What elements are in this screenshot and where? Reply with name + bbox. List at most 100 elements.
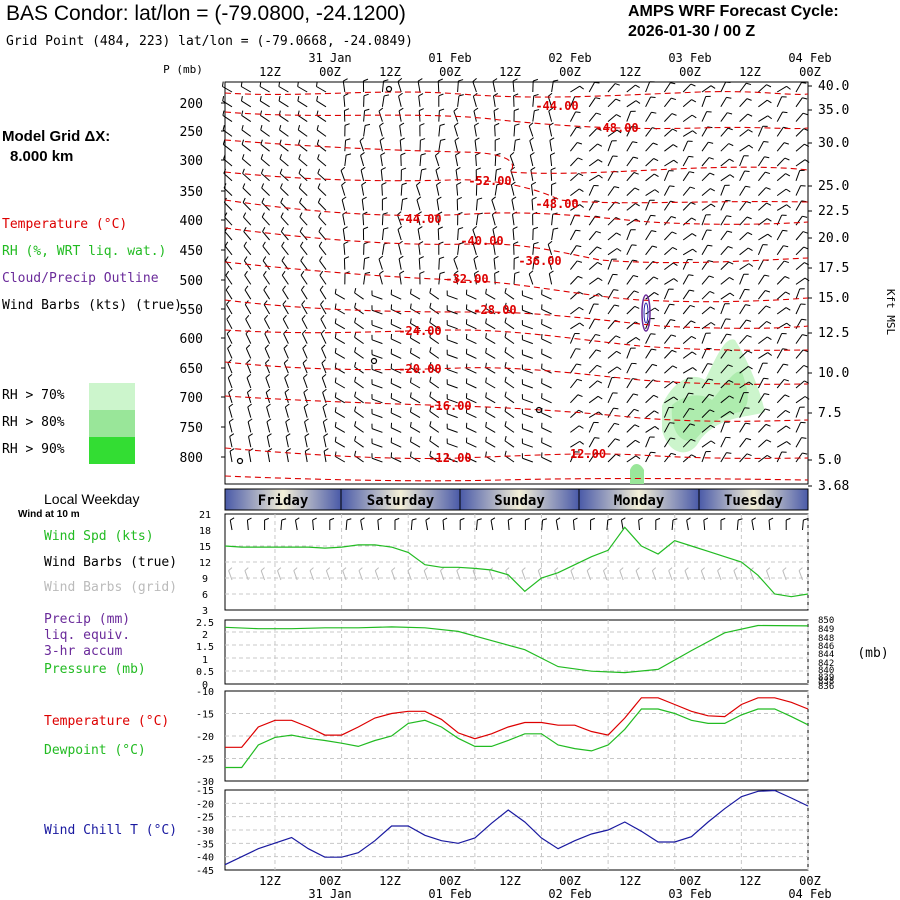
wind-barb — [401, 182, 407, 186]
wind-barb — [260, 125, 263, 131]
bottom-hour-label: 00Z — [559, 874, 581, 888]
wind-barb — [758, 202, 767, 211]
wind-barb — [689, 423, 695, 426]
wind-barb — [739, 350, 748, 359]
wind-barb — [284, 377, 289, 389]
wind-barb — [784, 157, 790, 161]
wind-barb — [626, 321, 636, 330]
wind-barb — [708, 393, 714, 397]
wind-barb — [607, 186, 615, 196]
wind-barb — [246, 359, 251, 364]
wind-barb — [380, 155, 383, 167]
wind-barb — [429, 421, 432, 427]
wind-barb — [682, 156, 689, 167]
wind-barb — [547, 240, 553, 245]
wind-barb — [494, 122, 500, 126]
wind-barb — [493, 241, 499, 245]
true-wind-barb — [542, 518, 548, 521]
wind-barb — [266, 436, 271, 448]
wind-barb — [429, 317, 432, 323]
wind-barb — [530, 152, 535, 156]
wind-barb — [530, 184, 534, 196]
wind-barb — [570, 260, 578, 270]
legend-temperature-2: Temperature (°C) — [44, 714, 170, 729]
wind-barb — [284, 392, 289, 403]
wind-barb — [569, 214, 576, 226]
wind-barb — [626, 100, 637, 108]
wind-barb — [438, 78, 443, 82]
wind-barb — [360, 169, 365, 181]
wind-barb — [607, 377, 613, 389]
true-wind-barb — [490, 520, 494, 531]
wind-barb — [786, 204, 791, 209]
wind-barb — [645, 200, 651, 211]
wind-barb — [298, 173, 308, 182]
wind-barb — [359, 140, 365, 152]
pressure-axis-title: P (mb) — [163, 63, 203, 76]
legend-rh80-label: RH > 80% — [2, 415, 65, 430]
wind-barb — [279, 154, 283, 160]
wind-barb — [633, 156, 639, 159]
wind-barb — [224, 245, 233, 256]
wind-barb — [279, 144, 289, 152]
grid-wind-barb — [700, 570, 706, 581]
wind-barb — [263, 270, 267, 276]
wind-barb — [645, 215, 652, 226]
wind-barb — [496, 183, 502, 186]
wind-barb — [391, 427, 402, 433]
pressure-tick-label: 850 — [818, 616, 834, 626]
wind-barb — [534, 109, 540, 112]
wind-barb — [689, 289, 695, 292]
wind-barb — [341, 184, 346, 196]
true-wind-barb — [246, 519, 249, 531]
wind-barb — [663, 200, 671, 211]
wind-barb — [436, 184, 440, 196]
wind-barb — [588, 422, 595, 433]
wind-barb — [359, 137, 365, 142]
grid-wind-barb — [570, 567, 575, 571]
wind-barb — [229, 451, 233, 463]
wind-barb — [522, 398, 533, 404]
wind-barb — [553, 79, 559, 82]
wind-barb — [682, 186, 691, 196]
wind-barb — [785, 425, 791, 430]
wind-barb — [595, 230, 601, 234]
wind-barb — [379, 122, 384, 127]
wind-barb — [466, 412, 477, 419]
wind-barb — [614, 186, 620, 189]
wind-barb — [227, 374, 233, 379]
wind-barb — [595, 349, 601, 352]
wind-barb — [588, 349, 597, 359]
wind-barb — [727, 364, 733, 368]
wind-barb — [320, 333, 327, 344]
wind-barb — [280, 226, 285, 232]
wind-barb — [429, 450, 432, 456]
wind-barb — [222, 110, 225, 116]
wind-barb — [321, 348, 327, 359]
wind-barb — [447, 442, 458, 448]
wind-barb — [588, 82, 595, 93]
wind-barb — [410, 352, 421, 359]
wind-barb — [241, 125, 244, 131]
wind-barb — [260, 168, 264, 174]
wind-barb — [397, 226, 403, 230]
wind-barb — [382, 212, 388, 215]
wind-barb — [795, 303, 802, 315]
wind-barb — [607, 171, 614, 182]
wind-barb — [267, 433, 272, 437]
wind-barb — [321, 344, 326, 349]
wind-barb — [552, 212, 558, 215]
wind-barb — [420, 138, 426, 141]
grid-wind-barb — [700, 567, 705, 571]
wind-barb — [429, 425, 440, 433]
pressure-tick-label: 844 — [818, 650, 834, 660]
wind-barb — [776, 451, 783, 463]
wind-barb — [354, 376, 357, 382]
wind-barb — [626, 305, 636, 315]
wind-barb — [263, 285, 268, 291]
wind-barb — [227, 344, 232, 349]
wind-barb — [300, 256, 304, 261]
wind-barb — [485, 396, 496, 404]
wind-barb — [739, 170, 746, 182]
wind-barb — [541, 294, 552, 300]
